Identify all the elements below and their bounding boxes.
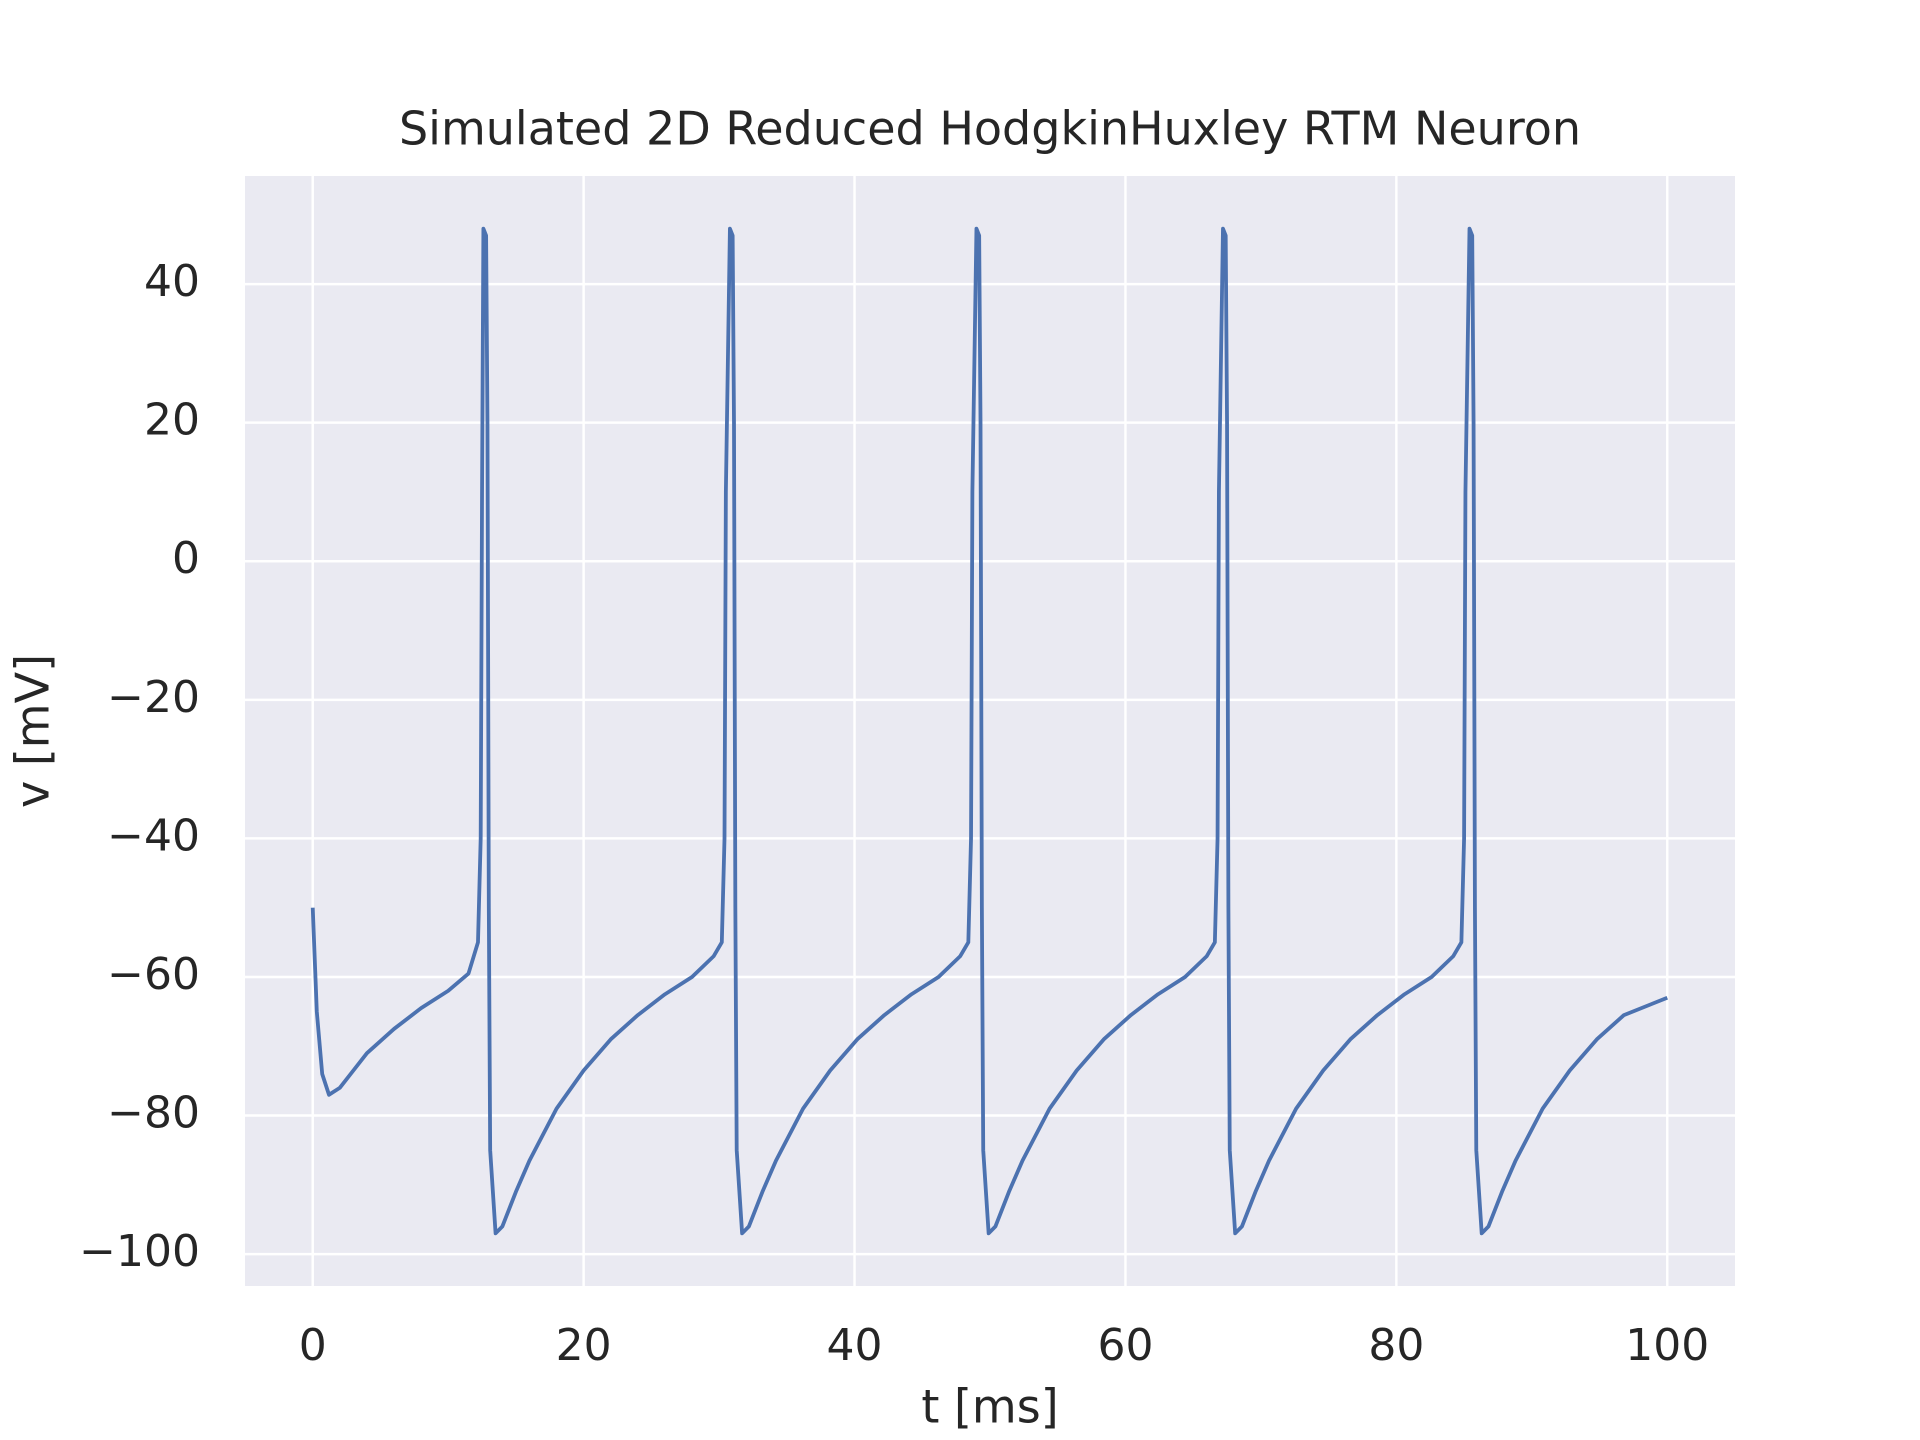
y-tick-label: −80 xyxy=(107,1088,200,1139)
x-tick-label: 20 xyxy=(556,1320,612,1371)
y-tick-label: −20 xyxy=(107,672,200,723)
y-tick-label: −100 xyxy=(79,1226,200,1277)
y-tick-label: −40 xyxy=(107,810,200,861)
x-axis-label: t [ms] xyxy=(921,1380,1058,1434)
x-tick-label: 60 xyxy=(1097,1320,1153,1371)
x-tick-label: 80 xyxy=(1368,1320,1424,1371)
line-series xyxy=(310,226,1668,1236)
x-tick-label: 0 xyxy=(299,1320,327,1371)
y-tick-label: 40 xyxy=(144,256,200,307)
y-tick-label: 20 xyxy=(144,395,200,446)
chart-title: Simulated 2D Reduced HodgkinHuxley RTM N… xyxy=(399,102,1581,156)
y-tick-label: 0 xyxy=(172,533,200,584)
x-tick-label: 40 xyxy=(827,1320,883,1371)
y-axis-label: v [mV] xyxy=(6,654,60,808)
plot-area xyxy=(245,176,1735,1286)
x-tick-label: 100 xyxy=(1625,1320,1709,1371)
y-tick-label: −60 xyxy=(107,949,200,1000)
